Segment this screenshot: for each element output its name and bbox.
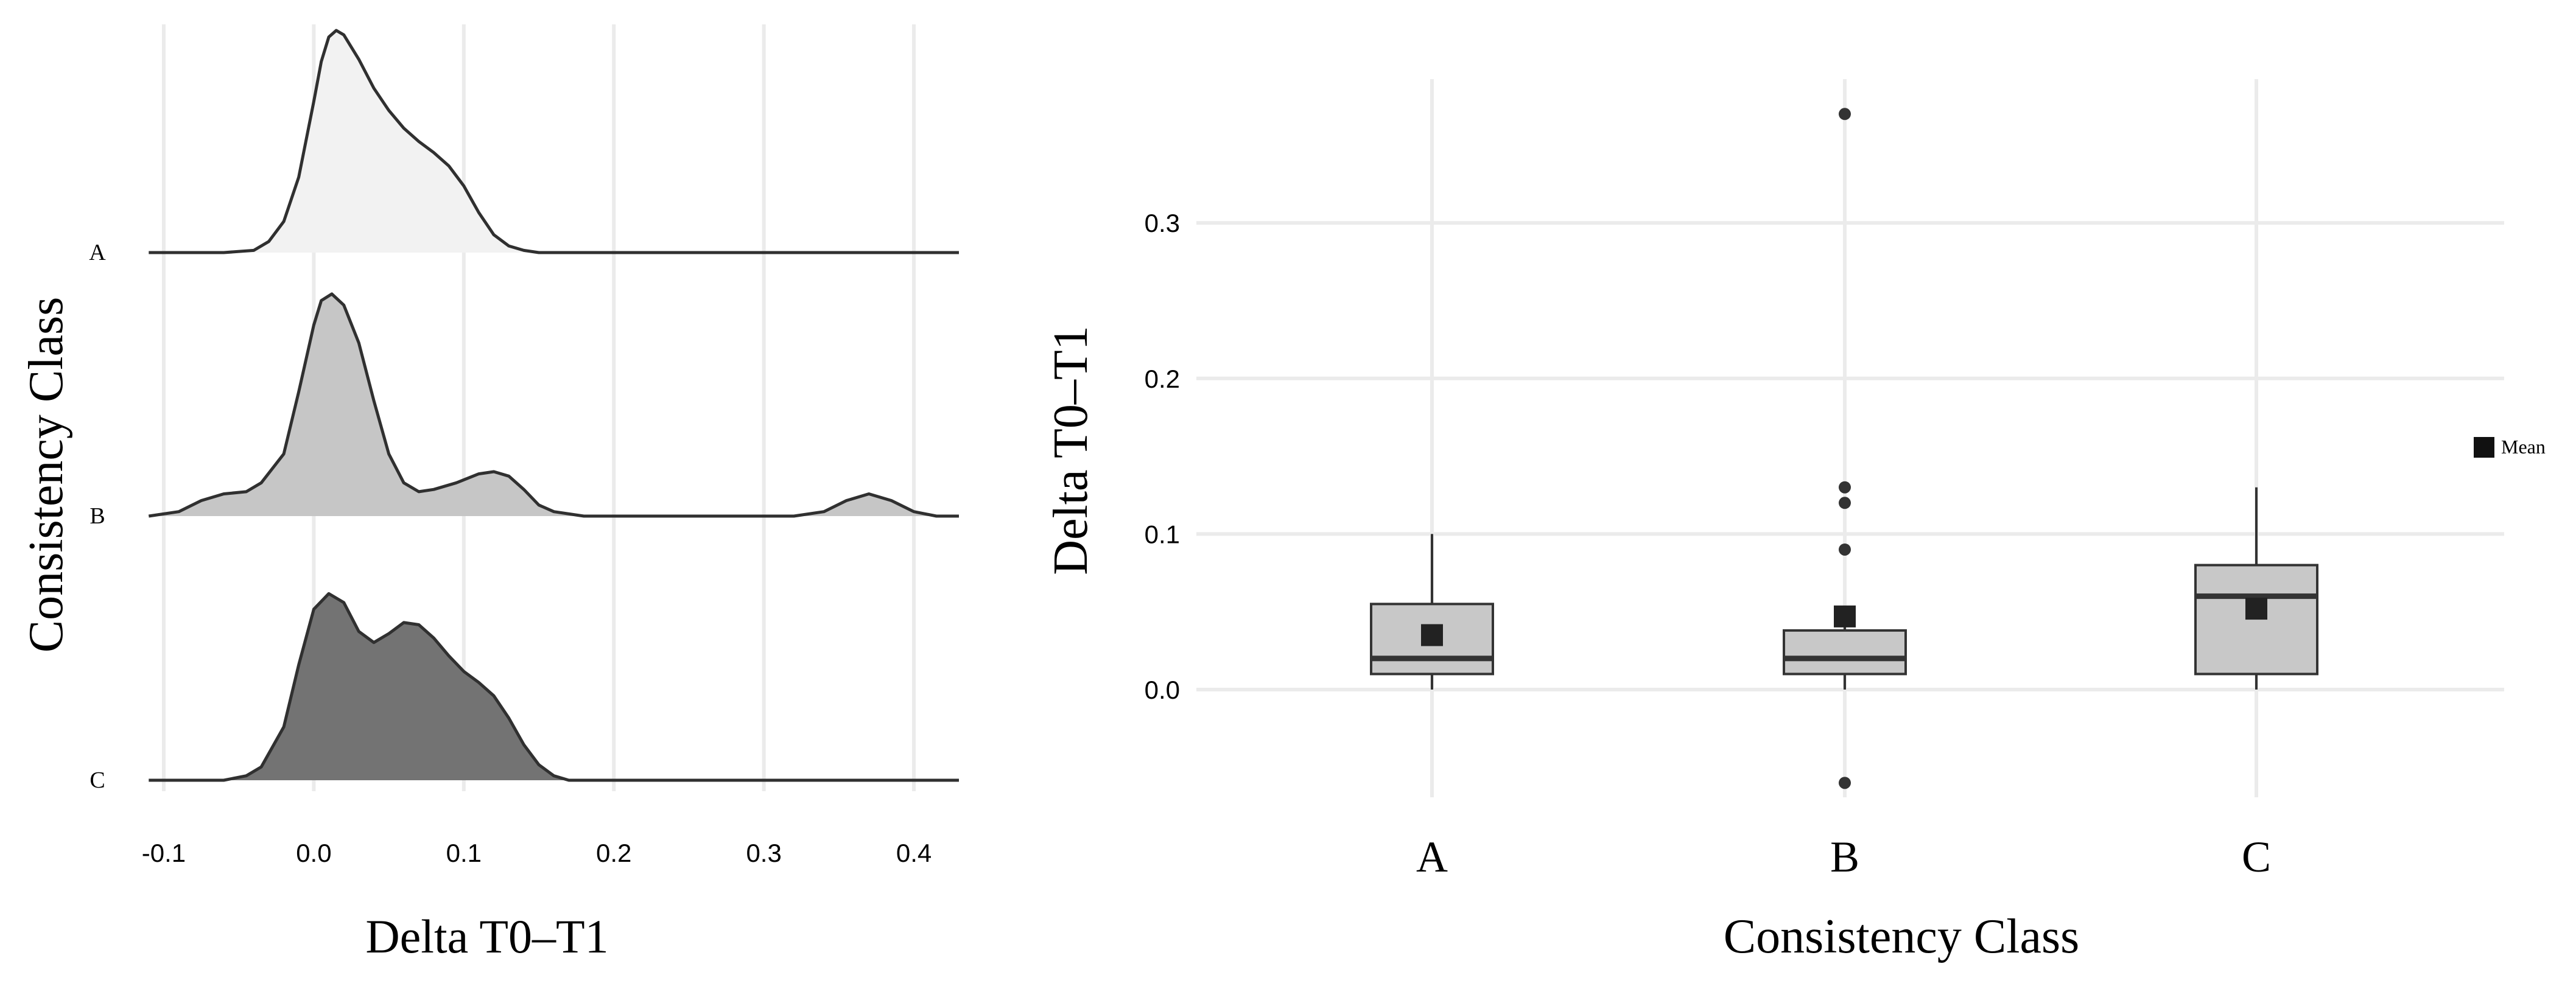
legend-mean-label: Mean bbox=[2501, 436, 2546, 458]
ridgeline-x-tick-labels: -0.1 0.0 0.1 0.2 0.3 0.4 bbox=[142, 839, 932, 867]
outlier-point-B bbox=[1839, 481, 1851, 494]
ridgeline-x-tick-label: 0.0 bbox=[296, 839, 331, 867]
boxplot-grid bbox=[1196, 79, 2504, 797]
mean-marker-C bbox=[2245, 598, 2267, 620]
boxplot-y-tick-labels: 0.0 0.1 0.2 0.3 bbox=[1145, 209, 1180, 704]
ridgeline-x-tick-label: 0.1 bbox=[446, 839, 482, 867]
density-line-B bbox=[148, 292, 959, 518]
ridgeline-category-label-A: A bbox=[89, 240, 106, 265]
boxplot-x-tick-labels: A B C bbox=[1416, 833, 2271, 881]
ridgeline-x-tick-label: 0.4 bbox=[896, 839, 932, 867]
boxplot-x-tick-label-C: C bbox=[2242, 833, 2271, 881]
density-area-C bbox=[149, 593, 959, 780]
boxplot-y-tick-label: 0.3 bbox=[1145, 209, 1180, 237]
boxplot-marks bbox=[1370, 108, 2318, 789]
ridgeline-x-axis-label: Delta T0–T1 bbox=[365, 910, 608, 963]
ridgeline-x-tick-label: -0.1 bbox=[142, 839, 186, 867]
boxplot-y-tick-label: 0.2 bbox=[1145, 365, 1180, 393]
outlier-point-B bbox=[1839, 108, 1851, 121]
density-area-B bbox=[149, 294, 959, 516]
boxplot-y-tick-label: 0.1 bbox=[1145, 520, 1180, 548]
legend-mean-swatch bbox=[2474, 437, 2494, 458]
density-line-A bbox=[149, 29, 959, 254]
boxplot-x-tick-label-A: A bbox=[1416, 833, 1448, 881]
boxplot: 0.0 0.1 0.2 0.3 A B C Consistency Class Delta… bbox=[1044, 79, 2546, 963]
mean-marker-B bbox=[1834, 605, 1856, 627]
boxplot-x-tick-label-B: B bbox=[1830, 833, 1859, 881]
ridgeline-x-tick-label: 0.2 bbox=[596, 839, 631, 867]
ridgeline-density-plot: A B C -0.1 0.0 0.1 0.2 0.3 0.4 Delta T0–T1 Cons… bbox=[19, 24, 959, 963]
boxplot-legend: Mean bbox=[2474, 436, 2546, 458]
ridgeline-y-axis-label: Consistency Class bbox=[19, 297, 73, 652]
ridgeline-grid bbox=[161, 24, 916, 791]
outlier-point-B bbox=[1839, 497, 1851, 509]
boxplot-x-axis-label: Consistency Class bbox=[1724, 910, 2079, 963]
ridgeline-layers: A B C bbox=[89, 29, 959, 793]
box-B bbox=[1783, 629, 1907, 676]
boxplot-y-axis-label: Delta T0–T1 bbox=[1044, 326, 1098, 575]
outlier-point-B bbox=[1839, 777, 1851, 789]
density-line-C bbox=[149, 592, 959, 782]
mean-marker-A bbox=[1421, 624, 1443, 646]
boxplot-y-tick-label: 0.0 bbox=[1145, 676, 1180, 704]
density-area-A bbox=[149, 30, 959, 253]
ridgeline-category-label-B: B bbox=[89, 503, 105, 529]
ridgeline-x-tick-label: 0.3 bbox=[746, 839, 781, 867]
ridgeline-category-label-C: C bbox=[89, 767, 105, 793]
outlier-point-B bbox=[1839, 543, 1851, 556]
